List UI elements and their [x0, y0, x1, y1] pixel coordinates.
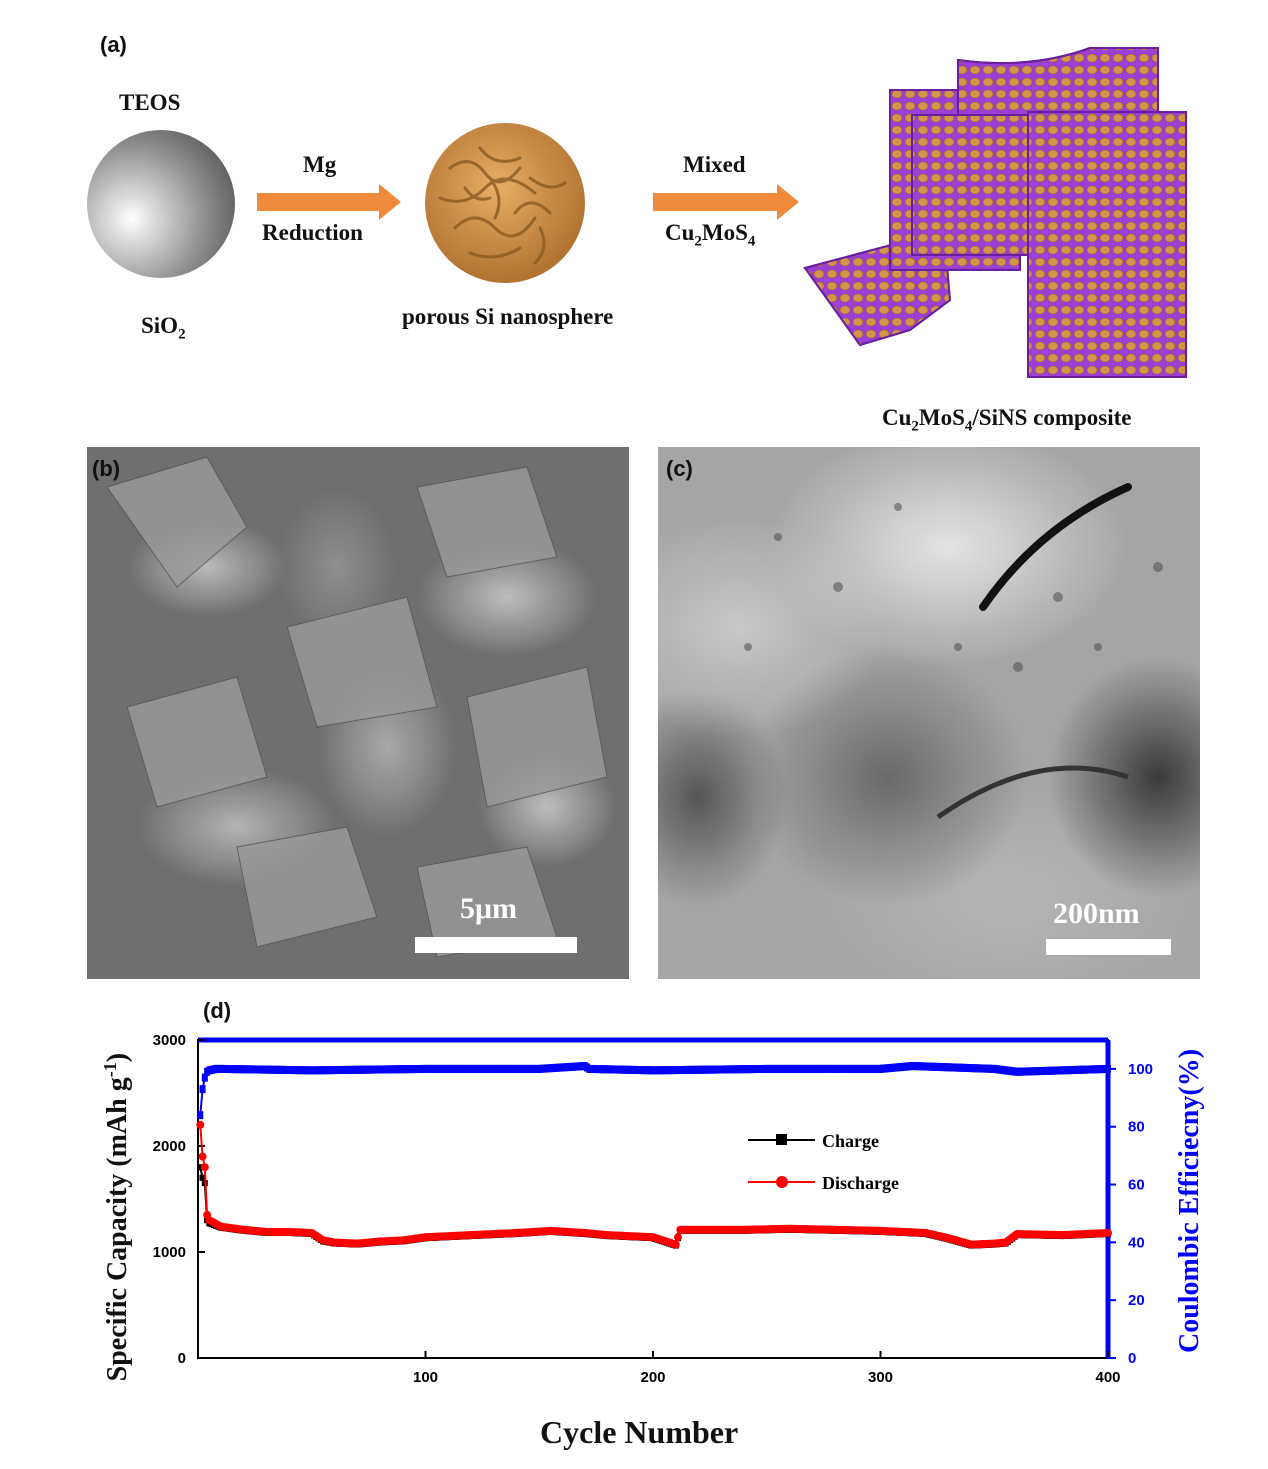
- x-tick-label: 200: [640, 1369, 665, 1386]
- arrow1-bottom-label: Reduction: [262, 220, 363, 245]
- panel-label-d: (d): [203, 998, 232, 1023]
- discharge-point: [200, 1163, 209, 1172]
- sio2-text: SiO: [141, 313, 179, 338]
- discharge-point: [198, 1152, 207, 1161]
- sio2-subscript: 2: [178, 326, 186, 343]
- discharge-series-line: [199, 1124, 1109, 1246]
- charge-point: [199, 1174, 206, 1181]
- mos-text: MoS: [701, 220, 748, 245]
- x-axis-label: Cycle Number: [540, 1414, 739, 1450]
- cu2mos4-sins-composite-illustration: [803, 47, 1187, 378]
- sem-image: 5μm: [87, 447, 629, 979]
- sem-scale-bar: [415, 937, 577, 953]
- cu-text: Cu: [665, 220, 695, 245]
- tem-scale-bar: [1046, 939, 1171, 955]
- composite-mos-subscript: 4: [964, 418, 973, 435]
- x-tick-label: 100: [413, 1369, 438, 1386]
- x-tick-label: 300: [868, 1369, 893, 1386]
- plot-frame: [197, 1039, 1109, 1359]
- y2-tick-label: 0: [1128, 1350, 1136, 1367]
- y-axis-label-sup: -1: [99, 1062, 120, 1078]
- sio2-sphere: [87, 130, 235, 278]
- discharge-point: [671, 1240, 680, 1249]
- ce-point: [201, 1073, 208, 1082]
- y-tick-label: 1000: [153, 1244, 186, 1261]
- composite-cu-subscript: 2: [911, 418, 919, 435]
- capacity-cycling-chart: 100 200 300 400 0 1000 2000 3000 0 20 40 60 80 100 Ch…: [153, 1032, 1153, 1386]
- sem-texture: [106, 456, 608, 958]
- arrow-right-icon: [653, 184, 799, 220]
- composite-suffix-text: /SiNS composite: [972, 405, 1132, 430]
- discharge-point: [196, 1120, 205, 1129]
- panel-label-c: (c): [666, 456, 693, 481]
- legend-discharge-marker: [776, 1176, 788, 1188]
- sem-scale-label: 5μm: [460, 892, 517, 925]
- arrow2-top-label: Mixed: [683, 152, 746, 177]
- y-axis-label-text: Specific Capacity (mAh g: [102, 1077, 134, 1382]
- tem-scale-label: 200nm: [1053, 897, 1140, 930]
- teos-label: TEOS: [119, 90, 181, 115]
- y2-tick-label: 100: [1128, 1061, 1153, 1078]
- legend-charge-marker: [776, 1134, 787, 1145]
- arrow-right-icon: [257, 184, 401, 220]
- panel-label-b: (b): [92, 456, 121, 481]
- nanosphere-label: porous Si nanosphere: [402, 304, 614, 329]
- y2-tick-label: 80: [1128, 1119, 1145, 1136]
- arrow2-bottom-label: Cu2MoS4: [665, 220, 755, 251]
- cu-subscript: 2: [694, 233, 702, 250]
- ce-point: [1105, 1064, 1111, 1073]
- legend-discharge-label: Discharge: [822, 1173, 899, 1193]
- composite-mos-text: MoS: [918, 405, 965, 430]
- y2-axis-label: Coulombic Efficiecny(%): [1174, 1048, 1205, 1354]
- charge-point: [197, 1164, 204, 1171]
- x-tick-label: 400: [1095, 1369, 1120, 1386]
- discharge-point: [1104, 1228, 1112, 1237]
- panel-label-a: (a): [100, 32, 127, 57]
- arrow1-top-label: Mg: [303, 152, 337, 177]
- legend-charge-label: Charge: [822, 1131, 879, 1151]
- discharge-point: [674, 1233, 683, 1242]
- y-axis-label: Specific Capacity (mAh g-1): [100, 1042, 134, 1392]
- y2-tick-label: 40: [1128, 1234, 1145, 1251]
- tem-image: 200nm: [658, 447, 1200, 979]
- y-tick-label: 3000: [153, 1032, 186, 1049]
- y-tick-label: 0: [178, 1350, 186, 1367]
- y2-tick-label: 20: [1128, 1292, 1145, 1309]
- mos-subscript: 4: [747, 233, 756, 250]
- ce-point: [197, 1111, 204, 1120]
- y2-tick-label: 60: [1128, 1177, 1145, 1194]
- y-tick-label: 2000: [153, 1138, 186, 1155]
- y-axis-label-end: ): [102, 1052, 134, 1063]
- composite-label: Cu2MoS4/SiNS composite: [882, 405, 1132, 436]
- composite-cu-text: Cu: [882, 405, 912, 430]
- tem-texture: [744, 483, 1163, 820]
- porous-si-nanosphere: [425, 123, 585, 283]
- ce-point: [199, 1085, 206, 1094]
- sio2-label: SiO2: [141, 313, 186, 344]
